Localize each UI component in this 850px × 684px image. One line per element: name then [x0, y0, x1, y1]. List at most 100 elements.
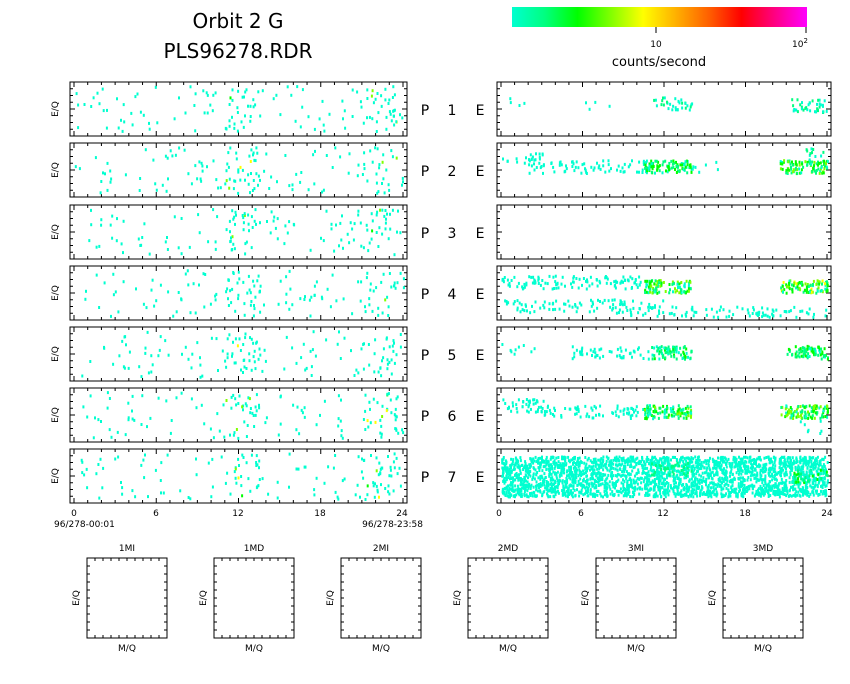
count-cell [798, 415, 800, 418]
count-cell [181, 353, 183, 356]
count-cell [178, 147, 180, 150]
count-cell [770, 461, 772, 464]
count-cell [630, 313, 632, 316]
count-cell [229, 434, 231, 437]
count-cell [541, 476, 543, 479]
count-cell [308, 115, 310, 118]
count-cell [705, 462, 707, 465]
count-cell [263, 170, 265, 173]
count-cell [662, 160, 664, 163]
count-cell [615, 474, 617, 477]
count-cell [368, 401, 370, 404]
count-cell [82, 405, 84, 408]
count-cell [622, 311, 624, 314]
panel-right-3 [497, 205, 831, 259]
count-cell [800, 456, 802, 459]
count-cell [599, 280, 601, 283]
count-cell [339, 155, 341, 158]
count-cell [385, 209, 387, 212]
count-cell [746, 468, 748, 471]
count-cell [147, 331, 149, 334]
count-cell [820, 348, 822, 351]
count-cell [681, 164, 683, 167]
count-cell [615, 306, 617, 309]
count-cell [563, 457, 565, 460]
count-cell [822, 410, 824, 413]
count-cell [606, 456, 608, 459]
count-cell [820, 405, 822, 408]
count-cell [364, 428, 366, 431]
count-cell [348, 241, 350, 244]
count-cell [761, 481, 763, 484]
count-cell [377, 245, 379, 248]
count-cell [366, 88, 368, 91]
title-line1: Orbit 2 G [193, 9, 284, 33]
count-cell [685, 313, 687, 316]
count-cell [341, 214, 343, 217]
count-cell [813, 161, 815, 164]
count-cell [609, 480, 611, 483]
count-cell [240, 475, 242, 478]
count-cell [570, 282, 572, 285]
count-cell [798, 352, 800, 355]
count-cell [814, 155, 816, 158]
count-cell [341, 429, 343, 432]
count-cell [535, 456, 537, 459]
count-cell [255, 172, 257, 175]
count-cell [79, 167, 81, 170]
count-cell [324, 400, 326, 403]
count-cell [384, 88, 386, 91]
count-cell [310, 350, 312, 353]
count-cell [520, 459, 522, 462]
count-cell [690, 405, 692, 408]
count-cell [535, 152, 537, 155]
count-cell [396, 397, 398, 400]
count-cell [537, 279, 539, 282]
count-cell [538, 162, 540, 165]
count-cell [788, 282, 790, 285]
count-cell [392, 155, 394, 158]
count-cell [251, 246, 253, 249]
count-cell [392, 345, 394, 348]
count-cell [676, 413, 678, 416]
count-cell [524, 460, 526, 463]
count-cell [266, 220, 268, 223]
count-cell [562, 276, 564, 279]
count-cell [166, 190, 168, 193]
count-cell [523, 283, 525, 286]
count-cell [659, 169, 661, 172]
count-cell [236, 106, 238, 109]
count-cell [232, 99, 234, 102]
count-cell [377, 401, 379, 404]
count-cell [267, 493, 269, 496]
count-cell [178, 96, 180, 99]
count-cell [800, 420, 802, 423]
count-cell [254, 296, 256, 299]
count-cell [549, 495, 551, 498]
count-cell [323, 189, 325, 192]
count-cell [253, 159, 255, 162]
count-cell [509, 97, 511, 100]
count-cell [813, 164, 815, 167]
count-cell [618, 165, 620, 168]
count-cell [797, 354, 799, 357]
count-cell [571, 165, 573, 168]
count-cell [123, 220, 125, 223]
count-cell [567, 456, 569, 459]
count-cell [633, 411, 635, 414]
count-cell [255, 342, 257, 345]
count-cell [531, 458, 533, 461]
count-cell [519, 104, 521, 107]
count-cell [789, 456, 791, 459]
count-cell [814, 110, 816, 113]
count-cell [814, 417, 816, 420]
count-cell [651, 457, 653, 460]
count-cell [131, 489, 133, 492]
count-cell [675, 108, 677, 111]
count-cell [736, 471, 738, 474]
count-cell [371, 229, 373, 232]
count-cell [653, 347, 655, 350]
count-cell [644, 280, 646, 283]
count-cell [548, 468, 550, 471]
count-cell [791, 283, 793, 286]
